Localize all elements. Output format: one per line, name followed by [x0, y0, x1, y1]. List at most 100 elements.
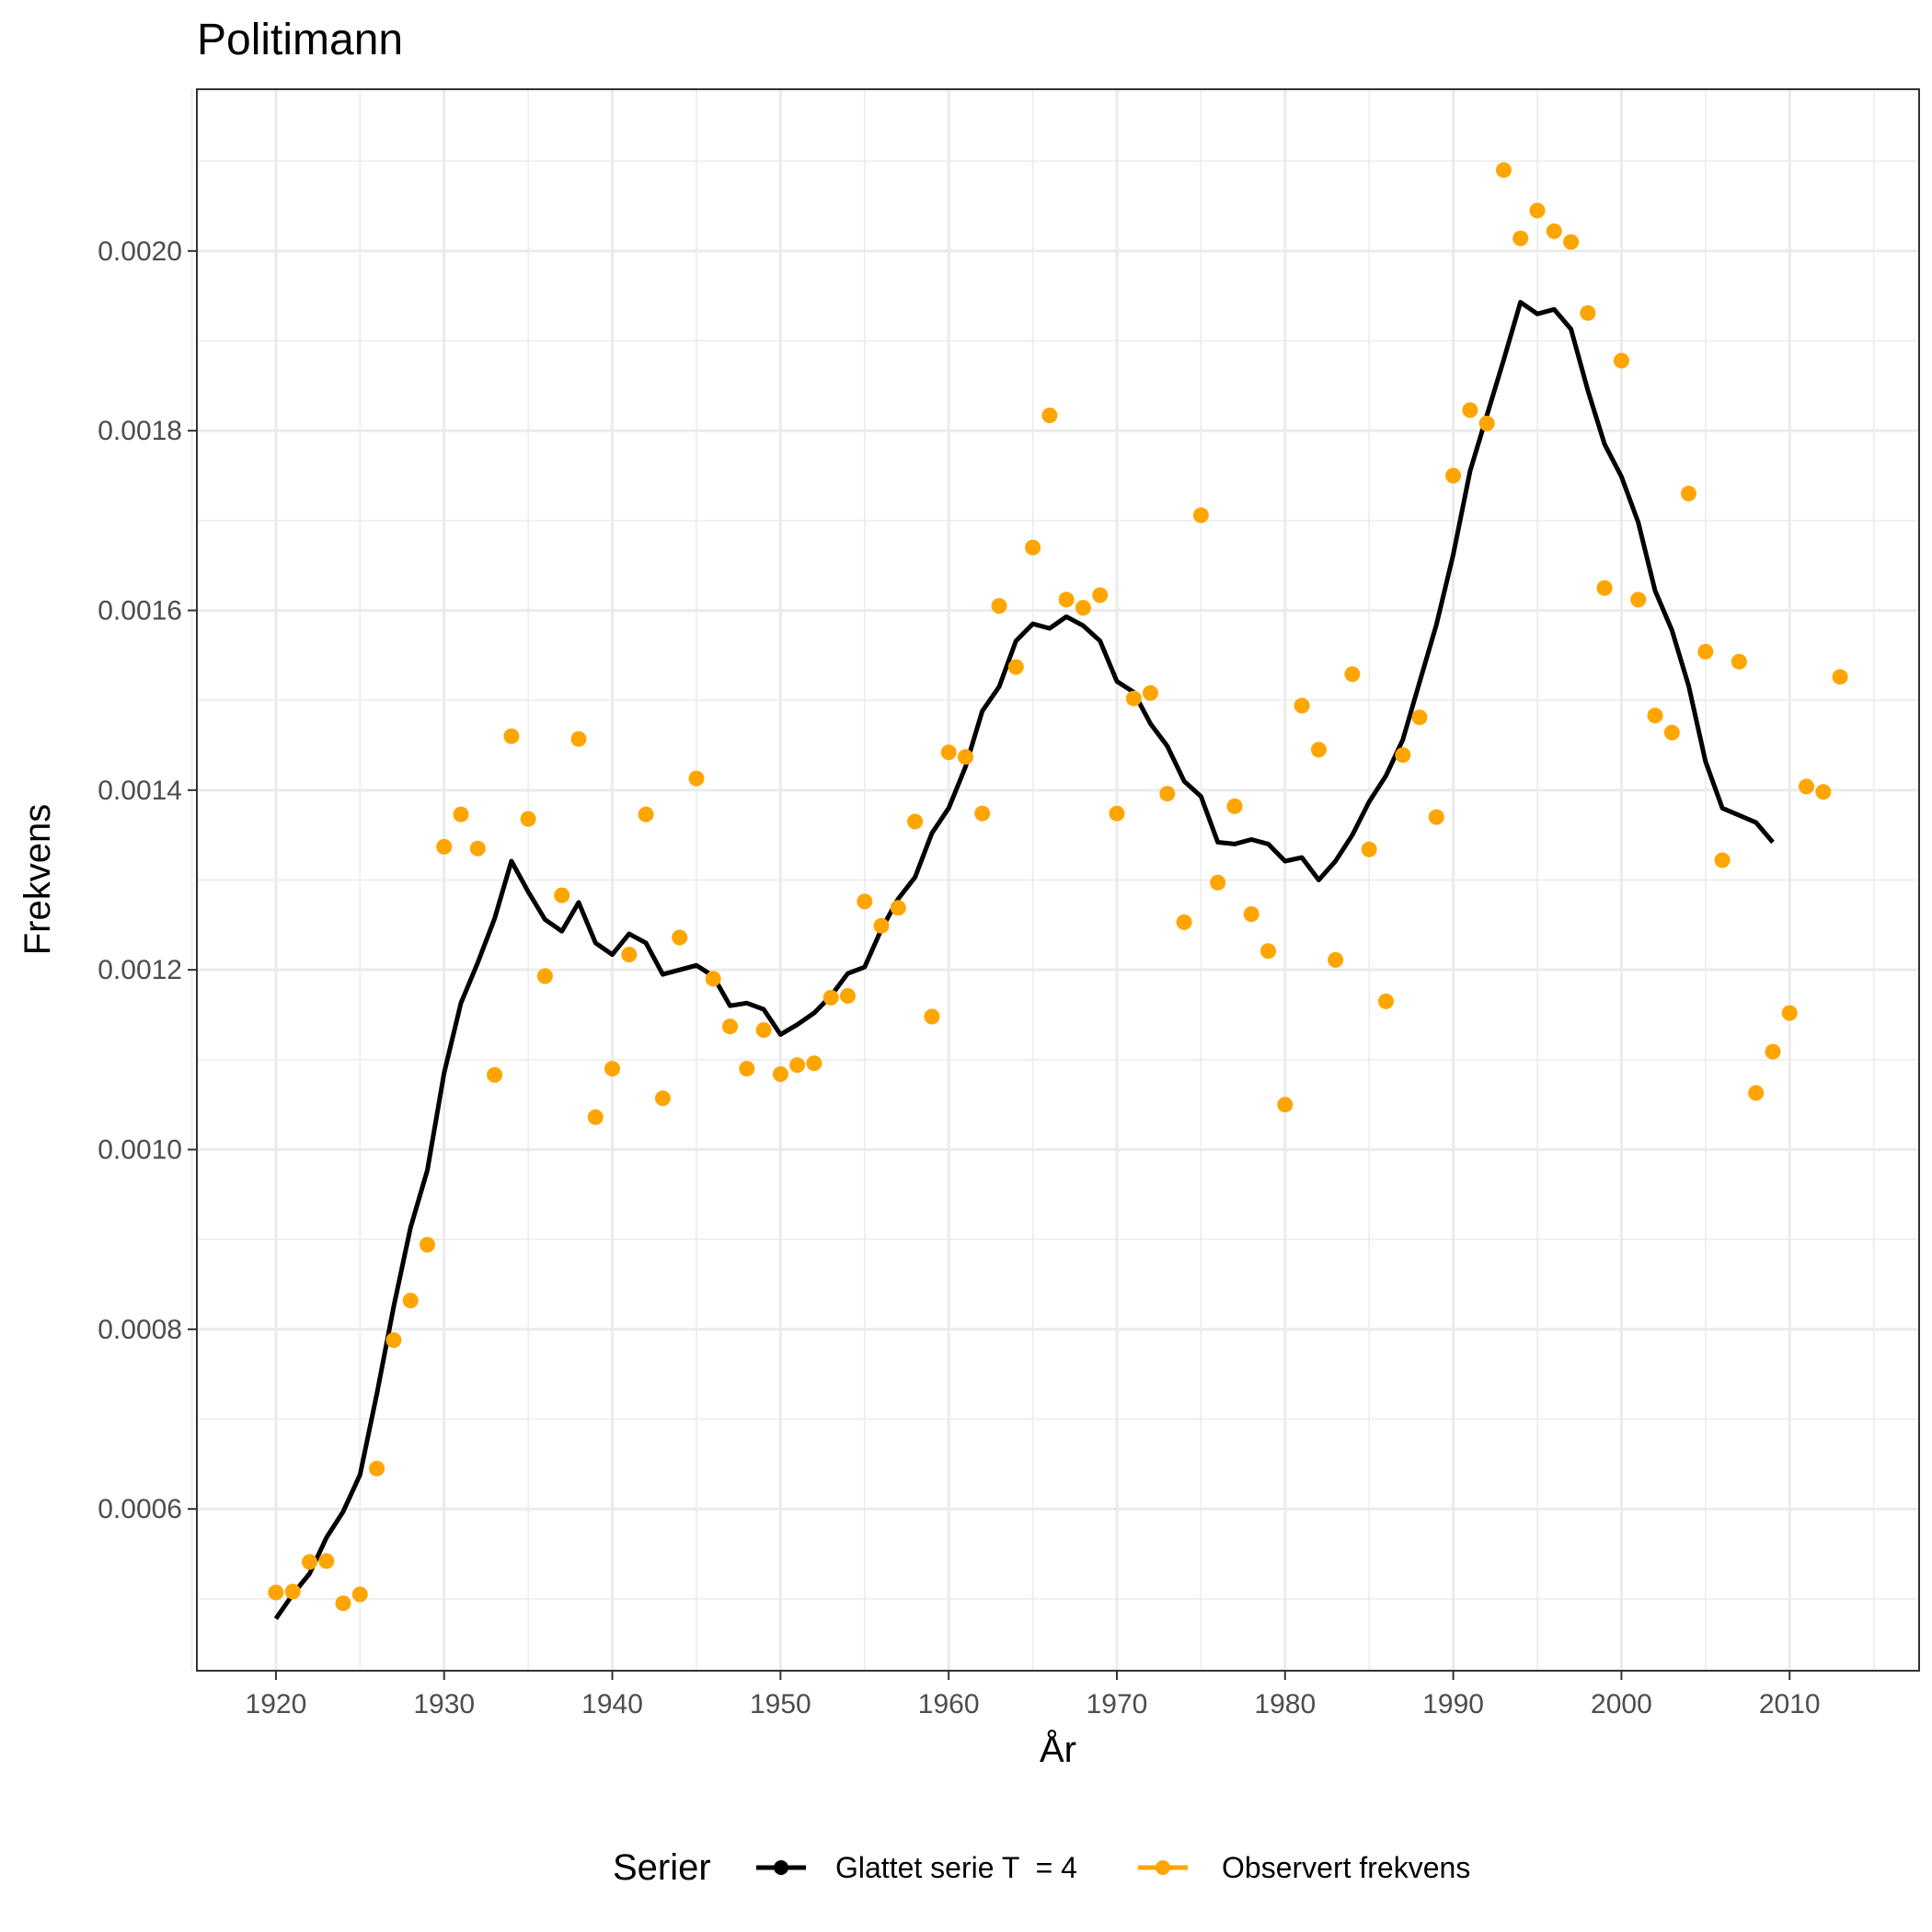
observed-point	[789, 1057, 806, 1074]
observed-point	[1192, 507, 1209, 523]
observed-point	[1478, 415, 1495, 431]
observed-point	[1580, 305, 1596, 321]
observed-point	[1496, 162, 1512, 178]
legend-title: Serier	[613, 1847, 711, 1888]
observed-point	[1647, 707, 1663, 724]
observed-point	[1714, 852, 1731, 868]
series-layer	[268, 162, 1848, 1620]
observed-point	[772, 1066, 788, 1082]
observed-point	[1411, 709, 1428, 726]
observed-point	[705, 971, 721, 987]
observed-point	[1546, 223, 1562, 239]
observed-point	[940, 744, 957, 761]
x-tick-label: 1940	[581, 1689, 643, 1719]
observed-point	[1748, 1085, 1765, 1101]
x-tick-label: 1920	[246, 1689, 307, 1719]
observed-point	[1781, 1005, 1798, 1021]
x-tick-label: 1960	[918, 1689, 980, 1719]
observed-point	[1328, 951, 1344, 968]
grid-minor	[190, 89, 1919, 1671]
legend-item-smoothed: Glattet serie T = 4	[756, 1851, 1077, 1884]
observed-point	[1361, 841, 1377, 857]
observed-point	[554, 887, 570, 903]
legend-key-observed-dot	[1156, 1860, 1170, 1875]
observed-point	[1143, 684, 1158, 701]
observed-point	[436, 838, 453, 855]
observed-point	[958, 749, 973, 765]
chart-title: Politimann	[197, 16, 403, 64]
observed-point	[907, 813, 924, 830]
observed-point	[351, 1586, 368, 1603]
observed-point	[890, 900, 906, 916]
observed-point	[1294, 697, 1310, 714]
observed-point	[822, 989, 839, 1006]
observed-point	[570, 730, 587, 747]
x-tick-label: 1990	[1422, 1689, 1484, 1719]
observed-point	[1815, 784, 1832, 800]
observed-point	[806, 1055, 822, 1072]
observed-point	[1563, 234, 1580, 250]
observed-point	[335, 1595, 351, 1612]
observed-point	[1243, 906, 1259, 923]
observed-point	[420, 1236, 435, 1253]
observed-point	[318, 1553, 335, 1570]
x-axis-title: År	[1040, 1729, 1076, 1770]
observed-point	[739, 1061, 755, 1077]
y-tick-label: 0.0008	[98, 1315, 182, 1345]
observed-point	[1210, 874, 1226, 891]
x-tick-label: 1970	[1087, 1689, 1148, 1719]
observed-point	[503, 728, 520, 744]
y-axis: 0.0006 0.0008 0.0010 0.0012 0.0014 0.0016 0.00…	[98, 236, 197, 1524]
observed-point	[1630, 592, 1647, 608]
y-tick-label: 0.0016	[98, 595, 182, 626]
observed-point	[1007, 659, 1024, 675]
observed-point	[654, 1090, 671, 1107]
observed-point	[857, 893, 873, 910]
observed-point	[385, 1332, 402, 1349]
observed-point	[1596, 580, 1613, 596]
observed-point	[1681, 486, 1696, 501]
observed-point	[1260, 943, 1276, 960]
observed-point	[1226, 798, 1243, 814]
legend: Serier Glattet serie T = 4 Observert fre…	[613, 1847, 1470, 1888]
observed-point	[1697, 643, 1714, 660]
observed-point	[268, 1584, 284, 1601]
observed-point	[1125, 690, 1142, 707]
observed-point	[453, 806, 469, 822]
y-tick-label: 0.0018	[98, 416, 182, 446]
observed-point	[1041, 408, 1058, 423]
x-tick-label: 2010	[1759, 1689, 1821, 1719]
observed-point	[621, 947, 638, 963]
observed-point	[1445, 467, 1462, 484]
observed-point	[1529, 202, 1546, 219]
y-axis-title: Frekvens	[17, 804, 58, 956]
observed-point	[1310, 742, 1327, 758]
legend-label-smoothed: Glattet serie T = 4	[835, 1851, 1077, 1884]
observed-point	[487, 1066, 503, 1083]
x-tick-label: 2000	[1591, 1689, 1652, 1719]
observed-point	[284, 1583, 301, 1600]
observed-point	[638, 806, 654, 822]
legend-label-observed: Observert frekvens	[1222, 1851, 1470, 1884]
observed-point	[1462, 402, 1478, 419]
legend-key-smoothed-dot	[774, 1860, 788, 1875]
observed-point	[402, 1293, 419, 1309]
observed-point	[688, 770, 705, 787]
x-tick-label: 1930	[413, 1689, 475, 1719]
observed-point	[1512, 230, 1529, 247]
observed-point	[1109, 805, 1125, 822]
x-axis: 1920 1930 1940 1950 1960 1970 1980 1990 2000 2010	[246, 1671, 1821, 1719]
observed-point	[1075, 600, 1091, 616]
y-tick-label: 0.0006	[98, 1494, 182, 1524]
observed-point	[369, 1460, 385, 1477]
observed-point	[302, 1554, 317, 1570]
observed-point	[1159, 786, 1176, 802]
y-tick-label: 0.0012	[98, 955, 182, 985]
legend-item-observed: Observert frekvens	[1138, 1851, 1470, 1884]
observed-point	[536, 968, 553, 984]
observed-point	[1731, 653, 1747, 670]
observed-point	[604, 1061, 620, 1077]
observed-point	[1277, 1097, 1294, 1113]
observed-point	[924, 1008, 940, 1025]
